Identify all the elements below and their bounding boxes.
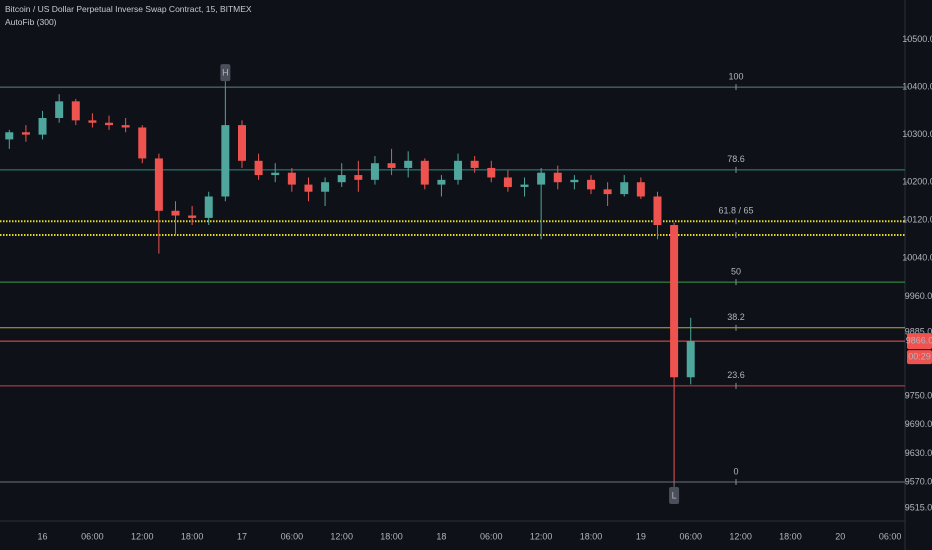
x-tick-label: 20 xyxy=(835,531,845,541)
candle-body xyxy=(370,163,379,180)
x-tick-label: 18:00 xyxy=(181,531,204,541)
x-tick-label: 18:00 xyxy=(779,531,802,541)
candle-body xyxy=(387,163,396,168)
y-tick-label: 10500.0 xyxy=(902,34,932,44)
x-tick-label: 12:00 xyxy=(330,531,353,541)
candle-body xyxy=(287,172,296,185)
candle-body xyxy=(653,196,662,226)
x-tick-label: 12:00 xyxy=(530,531,553,541)
low-marker-box xyxy=(669,486,680,504)
candle-body xyxy=(686,341,695,378)
candle-body xyxy=(503,177,512,187)
candle-body xyxy=(670,225,679,378)
candle-body xyxy=(271,172,280,176)
countdown: 00:29 xyxy=(908,351,931,361)
candle-body xyxy=(570,179,579,183)
candle-body xyxy=(221,125,230,197)
candle-body xyxy=(420,160,429,185)
y-tick-label: 10120.0 xyxy=(902,215,932,225)
chart-title: Bitcoin / US Dollar Perpetual Inverse Sw… xyxy=(5,4,252,14)
candle-body xyxy=(587,179,595,190)
fib-label: 61.8 / 65 xyxy=(718,206,753,216)
candle-body xyxy=(404,160,413,168)
candle-body xyxy=(470,160,479,168)
countdown-box xyxy=(907,350,932,365)
last-price-box xyxy=(907,333,932,350)
candle-body xyxy=(537,172,546,185)
x-tick-label: 12:00 xyxy=(131,531,154,541)
x-tick-label: 06:00 xyxy=(679,531,702,541)
candle-body xyxy=(171,210,180,216)
candle-body xyxy=(188,215,197,218)
candle-body xyxy=(5,132,14,140)
x-tick-label: 06:00 xyxy=(480,531,503,541)
x-tick-label: 06:00 xyxy=(879,531,902,541)
last-price-label: 9866.0 xyxy=(906,335,932,345)
x-tick-label: 16 xyxy=(38,531,48,541)
high-marker: H xyxy=(222,67,229,77)
candle-body xyxy=(254,160,263,176)
candle-body xyxy=(454,160,463,180)
candle-body xyxy=(304,184,313,192)
candle-body xyxy=(337,175,346,183)
candle-body xyxy=(71,101,80,121)
candle-body xyxy=(121,125,130,128)
candle-body xyxy=(321,182,330,192)
candle-body xyxy=(636,182,645,197)
y-tick-label: 9630.0 xyxy=(905,448,932,458)
x-tick-label: 18:00 xyxy=(380,531,403,541)
fib-label: 50 xyxy=(731,266,741,276)
candle-body xyxy=(437,179,446,185)
candle-body xyxy=(204,196,213,218)
x-tick-label: 18 xyxy=(436,531,446,541)
x-tick-label: 12:00 xyxy=(729,531,752,541)
candle-body xyxy=(88,120,97,123)
candle-body xyxy=(603,189,612,195)
fib-label: 38.2 xyxy=(727,312,745,322)
candle-body xyxy=(487,167,496,178)
candle-body xyxy=(154,158,163,211)
x-tick-label: 19 xyxy=(636,531,646,541)
x-tick-label: 18:00 xyxy=(580,531,603,541)
candle-body xyxy=(553,172,562,183)
candle-body xyxy=(354,175,363,180)
y-tick-label: 10200.0 xyxy=(902,177,932,187)
y-tick-label: 10040.0 xyxy=(902,253,932,263)
y-tick-label: 9750.0 xyxy=(905,391,932,401)
x-tick-label: 06:00 xyxy=(81,531,104,541)
y-tick-label: 9515.0 xyxy=(905,502,932,512)
candle-body xyxy=(55,101,64,118)
y-tick-label: 10300.0 xyxy=(902,129,932,139)
high-marker-box xyxy=(220,64,231,82)
candle-body xyxy=(138,127,147,159)
candle-body xyxy=(237,125,246,161)
x-tick-label: 17 xyxy=(237,531,247,541)
indicator-name: AutoFib (300) xyxy=(5,17,57,27)
y-tick-label: 9570.0 xyxy=(905,476,932,486)
candle-body xyxy=(38,117,47,135)
candle-body xyxy=(105,122,114,126)
x-tick-label: 06:00 xyxy=(281,531,304,541)
candle-body xyxy=(520,184,529,187)
y-tick-label: 10400.0 xyxy=(902,81,932,91)
fib-label: 100 xyxy=(728,71,743,81)
y-tick-label: 9690.0 xyxy=(905,419,932,429)
candle-body xyxy=(21,132,30,135)
y-tick-label: 9885.0 xyxy=(905,326,932,336)
low-marker: L xyxy=(672,490,677,500)
fib-label: 0 xyxy=(733,466,738,476)
fib-label: 78.6 xyxy=(727,154,745,164)
y-tick-label: 9960.0 xyxy=(905,291,932,301)
candle-body xyxy=(620,182,629,195)
fib-label: 23.6 xyxy=(727,370,745,380)
